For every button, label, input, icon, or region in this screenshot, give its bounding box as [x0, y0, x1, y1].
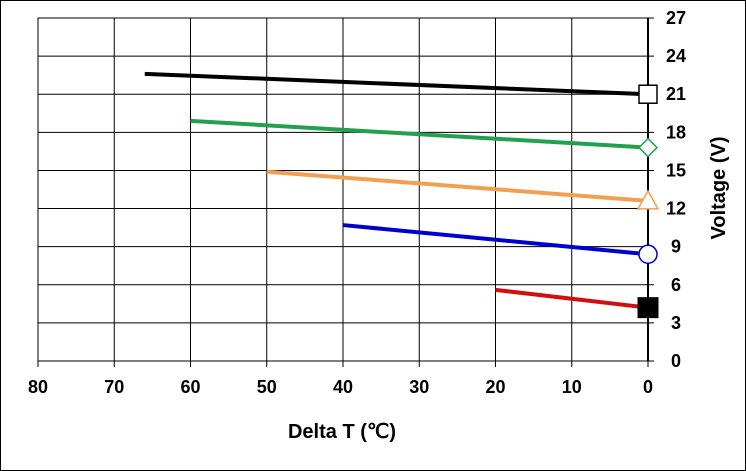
x-axis-title: Delta T (℃) — [288, 421, 396, 443]
series-line-5 — [495, 287, 649, 310]
y-tick-label-9: 9 — [671, 237, 681, 257]
series-layer — [144, 71, 649, 310]
x-tick-label-40: 40 — [333, 377, 353, 397]
y-axis-title: Voltage (V) — [708, 137, 730, 240]
tick-labels: 80 70 60 50 40 30 20 10 00 3 6 9 12 15 18 21 24 27 — [28, 8, 686, 397]
x-tick-label-10: 10 — [562, 377, 582, 397]
series-line-3 — [266, 169, 649, 203]
x-tick-label-20: 20 — [485, 377, 505, 397]
y-tick-label-27: 27 — [666, 8, 686, 28]
series-line-2 — [190, 118, 649, 150]
y-tick-label-24: 24 — [666, 46, 686, 66]
series-marker-1 — [638, 84, 658, 104]
x-tick-label-60: 60 — [180, 377, 200, 397]
y-tick-label-6: 6 — [671, 275, 681, 295]
series-line-4 — [342, 223, 649, 257]
y-tick-label-3: 3 — [671, 313, 681, 333]
series-marker-2 — [637, 137, 659, 158]
x-tick-label-30: 30 — [409, 377, 429, 397]
grid — [37, 17, 654, 367]
series-marker-4 — [638, 244, 658, 265]
y-tick-label-12: 12 — [666, 199, 686, 219]
series-line-1 — [144, 71, 649, 97]
y-tick-label-15: 15 — [666, 160, 686, 180]
y-tick-label-0: 0 — [671, 351, 681, 371]
series-marker-3 — [636, 189, 660, 210]
x-tick-label-50: 50 — [257, 377, 277, 397]
y-tick-label-18: 18 — [666, 122, 686, 142]
y-tick-label-21: 21 — [666, 84, 686, 104]
marker-layer — [636, 84, 660, 319]
x-tick-label-70: 70 — [104, 377, 124, 397]
x-tick-label-80: 80 — [28, 377, 48, 397]
x-tick-label-0: 0 — [643, 377, 653, 397]
series-marker-5 — [637, 297, 659, 319]
